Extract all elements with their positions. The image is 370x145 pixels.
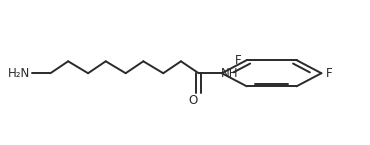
Text: F: F — [235, 54, 241, 67]
Text: O: O — [188, 94, 197, 107]
Text: NH: NH — [221, 67, 238, 80]
Text: F: F — [326, 67, 332, 80]
Text: H₂N: H₂N — [8, 67, 30, 80]
